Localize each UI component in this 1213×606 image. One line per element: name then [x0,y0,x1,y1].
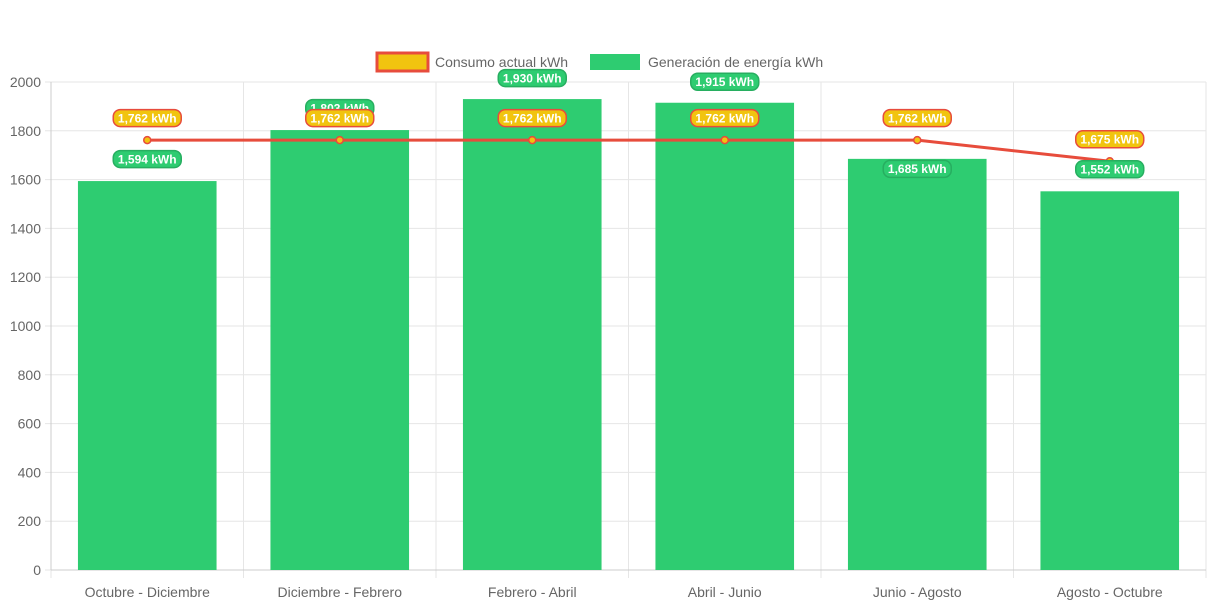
bar-data-label: 1,930 kWh [503,71,562,85]
line-data-label-bg [497,108,567,128]
line-point[interactable] [720,135,729,145]
y-tick-label: 200 [18,513,42,529]
y-tick-label: 400 [18,464,42,480]
bar[interactable] [270,130,410,570]
y-tick-label: 1800 [10,123,41,139]
bar[interactable] [847,158,987,571]
bar-data-label-bg [112,149,182,169]
line-point[interactable] [913,135,922,145]
x-tick-label: Octubre - Diciembre [85,584,210,600]
legend-swatch-consumo[interactable] [375,51,430,73]
y-tick-label: 600 [18,416,42,432]
bar-data-label: 1,685 kWh [888,162,947,176]
legend-label-consumo[interactable]: Consumo actual kWh [435,54,568,70]
bar-data-label: 1,915 kWh [695,75,754,89]
x-tick-label: Abril - Junio [688,584,762,600]
line-data-label: 1,762 kWh [118,111,177,125]
y-tick-label: 800 [18,367,42,383]
bar-data-label-bg [1075,160,1145,179]
x-tick-label: Agosto - Octubre [1057,584,1163,600]
consumption-line [143,135,1114,166]
bar-data-label-bg [497,68,567,88]
y-tick-label: 1400 [10,220,41,236]
line-data-label: 1,762 kWh [503,111,562,125]
generation-bars [77,99,1180,571]
legend-label-generacion[interactable]: Generación de energía kWh [648,54,823,70]
y-tick-label: 0 [33,562,41,578]
bar[interactable] [1040,191,1180,570]
bar[interactable] [655,102,795,571]
line-data-label-bg [882,108,952,128]
bar-data-label-bg [882,159,952,179]
bar[interactable] [77,181,217,570]
line-data-labels: 1,762 kWh 1,762 kWh 1,762 kWh 1,762 kWh 1,76… [112,108,1145,149]
x-axis-ticks: Octubre - Diciembre Diciembre - Febrero Fe… [85,584,1163,600]
legend-swatch-generacion[interactable] [590,54,640,70]
x-tick-label: Junio - Agosto [873,584,962,600]
y-tick-label: 1000 [10,318,41,334]
x-tick-label: Febrero - Abril [488,584,577,600]
y-tick-label: 1600 [10,172,41,188]
y-tick-label: 1200 [10,269,41,285]
bar-data-label: 1,552 kWh [1080,163,1139,177]
x-tick-label: Diciembre - Febrero [278,584,403,600]
line-data-label: 1,762 kWh [310,111,369,125]
line-data-label-bg [690,108,760,128]
line-data-label-bg [112,108,182,128]
line-data-label: 1,675 kWh [1080,133,1139,147]
line-point[interactable] [335,135,344,145]
bar-data-label-bg [690,72,760,91]
legend: Consumo actual kWh Generación de energía… [375,51,823,73]
line-point[interactable] [528,135,537,145]
bar[interactable] [462,99,602,570]
line-data-label: 1,762 kWh [888,111,947,125]
line-point[interactable] [143,135,152,145]
line-data-label-bg [1075,130,1145,149]
gridlines [45,81,1207,578]
line-data-label-bg [305,108,375,128]
y-axis-ticks: 0 200 400 600 800 1000 1200 1400 1600 1800 2000 [10,74,41,578]
consumption-line-path [147,138,1110,163]
line-data-label: 1,762 kWh [695,111,754,125]
y-tick-label: 2000 [10,74,41,90]
bar-data-label: 1,594 kWh [118,152,177,166]
